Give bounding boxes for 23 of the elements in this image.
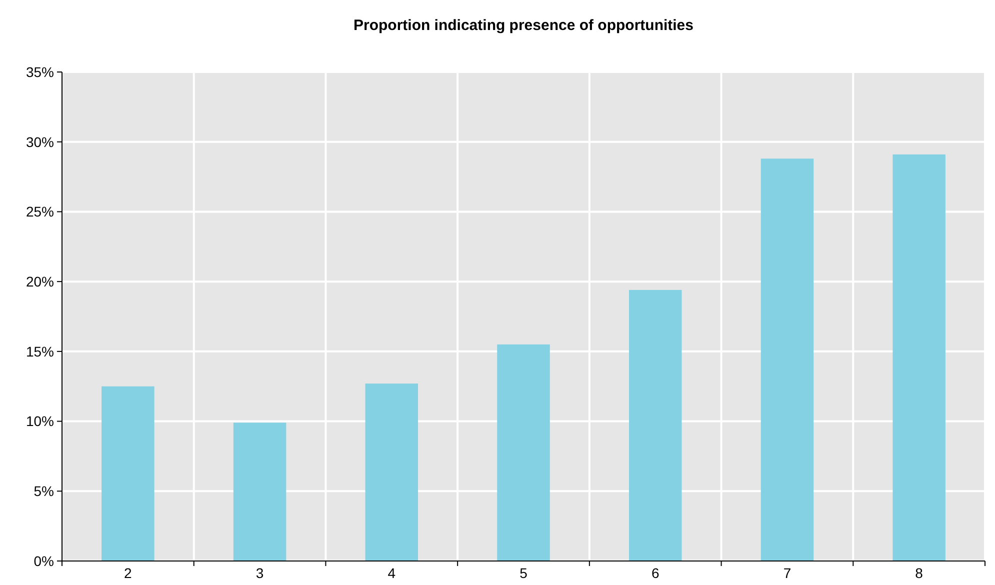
y-tick-label: 35%: [26, 64, 54, 80]
bar: [233, 422, 286, 561]
x-tick-label: 8: [915, 565, 924, 581]
x-tick-label: 2: [124, 565, 132, 581]
y-tick-label: 15%: [26, 343, 54, 360]
bar: [102, 386, 154, 561]
chart-title: Proportion indicating presence of opportunities: [353, 17, 694, 34]
y-tick-label: 20%: [26, 273, 54, 290]
x-tick-label: 6: [651, 565, 660, 581]
y-tick-label: 0%: [34, 552, 54, 569]
y-tick-label: 5%: [34, 483, 54, 500]
x-tick-label: 5: [520, 565, 528, 581]
x-tick-label: 7: [783, 565, 792, 581]
x-tick-label: 3: [256, 565, 264, 581]
y-tick-label: 30%: [26, 134, 54, 150]
bar: [760, 158, 814, 561]
bar: [628, 290, 682, 561]
bar: [497, 344, 550, 561]
bar: [365, 384, 418, 561]
y-tick-label: 10%: [26, 413, 54, 430]
x-tick-label: 4: [388, 565, 396, 581]
y-tick-label: 25%: [26, 204, 54, 220]
bar: [892, 154, 946, 561]
